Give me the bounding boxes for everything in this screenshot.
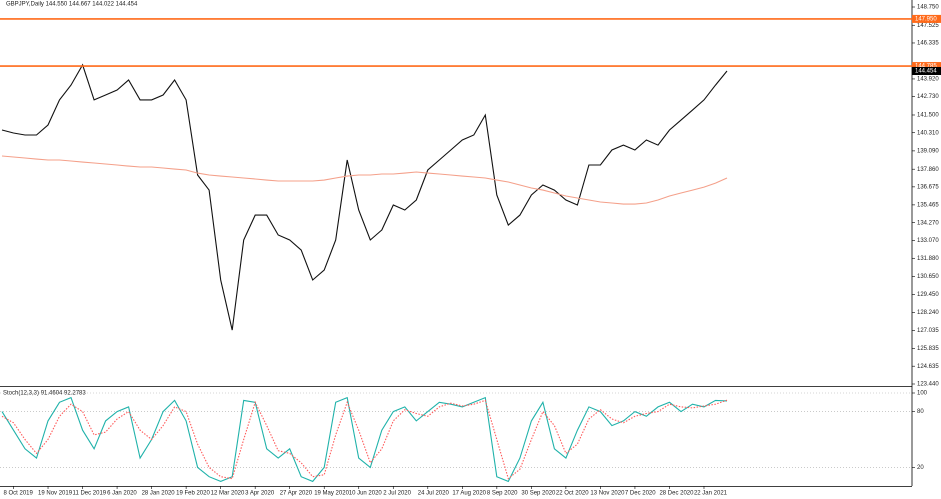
y-tick-label: 143.920 (917, 77, 939, 83)
x-tick-label: 28 Dec 2020 (659, 491, 694, 497)
x-tick-label: 19 Feb 2020 (176, 491, 210, 497)
x-tick-label: 10 Jun 2020 (349, 491, 383, 497)
y-tick-label: 146.335 (917, 41, 939, 47)
last-price-box (912, 66, 941, 75)
series-line (1, 63, 728, 331)
y-tick-label: 130.650 (917, 274, 939, 280)
x-tick-label: 19 May 2020 (314, 491, 349, 497)
x-tick-label: 30 Sep 2020 (521, 491, 556, 497)
level-label: 144.785 (915, 64, 937, 70)
x-tick-label: 7 Dec 2020 (625, 491, 656, 497)
y-tick-label: 139.090 (917, 148, 939, 154)
y-tick-label: 127.035 (917, 328, 939, 334)
x-tick-label: 22 Oct 2020 (556, 491, 589, 497)
y-tick-label: 80 (917, 409, 924, 415)
level-label-box (912, 62, 941, 71)
y-tick-label: 124.635 (917, 364, 939, 370)
y-tick-label: 134.270 (917, 220, 939, 226)
series-line (1, 399, 728, 480)
level-label: 147.950 (915, 16, 937, 22)
y-tick-label: 136.675 (917, 184, 939, 190)
x-tick-label: 22 Jan 2021 (694, 491, 728, 497)
x-tick-label: 6 Jan 2020 (107, 491, 137, 497)
y-tick-label: 148.750 (917, 5, 939, 11)
last-price-label: 144.454 (915, 69, 937, 75)
y-tick-label: 137.860 (917, 167, 939, 173)
x-tick-label: 24 Jul 2020 (418, 491, 450, 497)
y-tick-label: 100 (917, 391, 928, 397)
y-tick-label: 125.835 (917, 346, 939, 352)
series-line (1, 155, 728, 205)
y-tick-label: 147.525 (917, 23, 939, 29)
series-line (1, 396, 728, 483)
x-tick-label: 13 Nov 2020 (590, 491, 625, 497)
y-tick-label: 128.240 (917, 310, 939, 316)
x-tick-label: 3 Apr 2020 (245, 491, 275, 497)
x-tick-label: 17 Aug 2020 (452, 491, 486, 497)
x-tick-label: 2 Jul 2020 (383, 491, 411, 497)
y-tick-label: 20 (917, 465, 924, 471)
y-tick-label: 133.070 (917, 238, 939, 244)
y-tick-label: 131.880 (917, 256, 939, 262)
chart-title: GBPJPY,Daily 144.550 144.667 144.022 144… (6, 2, 138, 8)
x-tick-label: 12 Mar 2020 (211, 491, 245, 497)
level-label-box (912, 14, 941, 23)
x-tick-label: 27 Apr 2020 (280, 491, 313, 497)
x-tick-label: 8 Oct 2019 (4, 491, 34, 497)
x-tick-label: 19 Nov 2019 (38, 491, 73, 497)
y-tick-label: 123.440 (917, 382, 939, 388)
y-tick-label: 141.500 (917, 113, 939, 119)
y-tick-label: 140.310 (917, 130, 939, 136)
y-tick-label: 135.465 (917, 202, 939, 208)
x-tick-label: 8 Sep 2020 (487, 491, 518, 497)
x-tick-label: 28 Jan 2020 (142, 491, 176, 497)
indicator-title: Stoch(12,3,3) 91.4604 92.2783 (3, 391, 86, 397)
y-tick-label: 142.730 (917, 94, 939, 100)
x-tick-label: 11 Dec 2019 (73, 491, 107, 497)
y-tick-label: 129.450 (917, 292, 939, 298)
